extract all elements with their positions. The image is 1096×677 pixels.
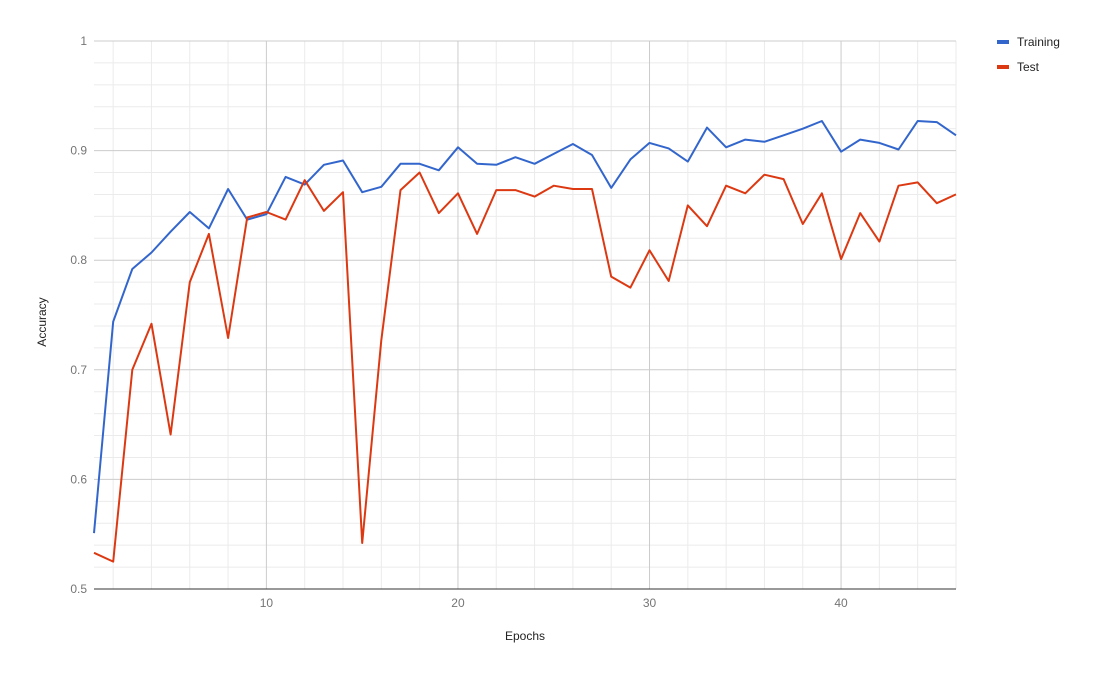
minor-gridlines bbox=[94, 41, 957, 589]
y-axis-tick-labels: 0.5 0.6 0.7 0.8 0.9 1 bbox=[70, 34, 87, 596]
legend-label-test: Test bbox=[1017, 60, 1040, 74]
series-lines bbox=[93, 120, 957, 563]
x-axis-title: Epochs bbox=[505, 629, 545, 643]
legend: Training Test bbox=[997, 35, 1060, 74]
series-line-training bbox=[93, 120, 957, 534]
x-tick-label: 30 bbox=[643, 596, 657, 610]
series-line-test bbox=[93, 171, 957, 563]
y-tick-label: 0.9 bbox=[70, 144, 87, 158]
y-tick-label: 0.5 bbox=[70, 582, 87, 596]
x-tick-label: 10 bbox=[260, 596, 274, 610]
y-axis-title: Accuracy bbox=[35, 297, 49, 346]
y-tick-label: 0.6 bbox=[70, 472, 87, 486]
y-tick-label: 1 bbox=[80, 34, 87, 48]
y-tick-label: 0.8 bbox=[70, 253, 87, 267]
legend-label-training: Training bbox=[1017, 35, 1060, 49]
major-gridlines bbox=[94, 40, 956, 590]
y-tick-label: 0.7 bbox=[70, 363, 87, 377]
x-tick-label: 20 bbox=[451, 596, 465, 610]
x-tick-label: 40 bbox=[834, 596, 848, 610]
x-axis-tick-labels: 10 20 30 40 bbox=[260, 596, 848, 610]
